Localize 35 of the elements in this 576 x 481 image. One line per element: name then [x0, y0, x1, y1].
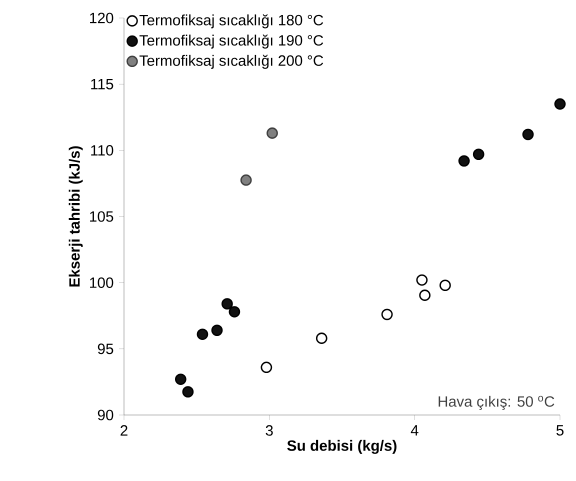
y-tick-label: 105	[90, 211, 114, 222]
point	[554, 98, 566, 110]
x-tick-label: 2	[120, 425, 128, 436]
point	[439, 280, 451, 292]
legend-label: Termofiksaj sıcaklığı 190 °C	[140, 34, 324, 49]
point	[221, 298, 233, 310]
point	[381, 308, 393, 320]
y-tick-label: 90	[98, 410, 114, 420]
point	[174, 374, 186, 385]
point	[458, 155, 470, 167]
y-tick-label: 110	[91, 145, 114, 156]
point	[472, 148, 484, 160]
legend-label: Termofiksaj sıcaklığı 180 °C	[140, 14, 324, 28]
point	[211, 324, 223, 336]
y-tick-label: 120	[90, 12, 114, 24]
point	[419, 290, 431, 301]
point	[182, 386, 194, 398]
x-tick-label: 3	[266, 425, 273, 436]
point	[228, 306, 240, 318]
point	[522, 128, 534, 140]
y-tick-label: 115	[91, 78, 114, 90]
point	[416, 274, 428, 286]
annotation: Hava çıkış: 50 $^{o}$C	[438, 396, 554, 410]
x-tick-label: 5	[556, 425, 564, 436]
point	[240, 174, 252, 186]
point	[196, 328, 208, 340]
x-tick-label: 4	[410, 425, 418, 436]
legend-label: Termofiksaj sıcaklığı 200 °C	[140, 54, 324, 69]
y-tick-label: 95	[98, 344, 114, 354]
point	[260, 362, 272, 374]
point	[266, 127, 278, 139]
x-axis-title: Su debisi (kg/s)	[287, 440, 396, 454]
point	[316, 332, 328, 344]
y-axis-title: Ekserji tahribi (kJ/s)	[68, 146, 83, 287]
y-tick-label: 100	[90, 277, 114, 288]
